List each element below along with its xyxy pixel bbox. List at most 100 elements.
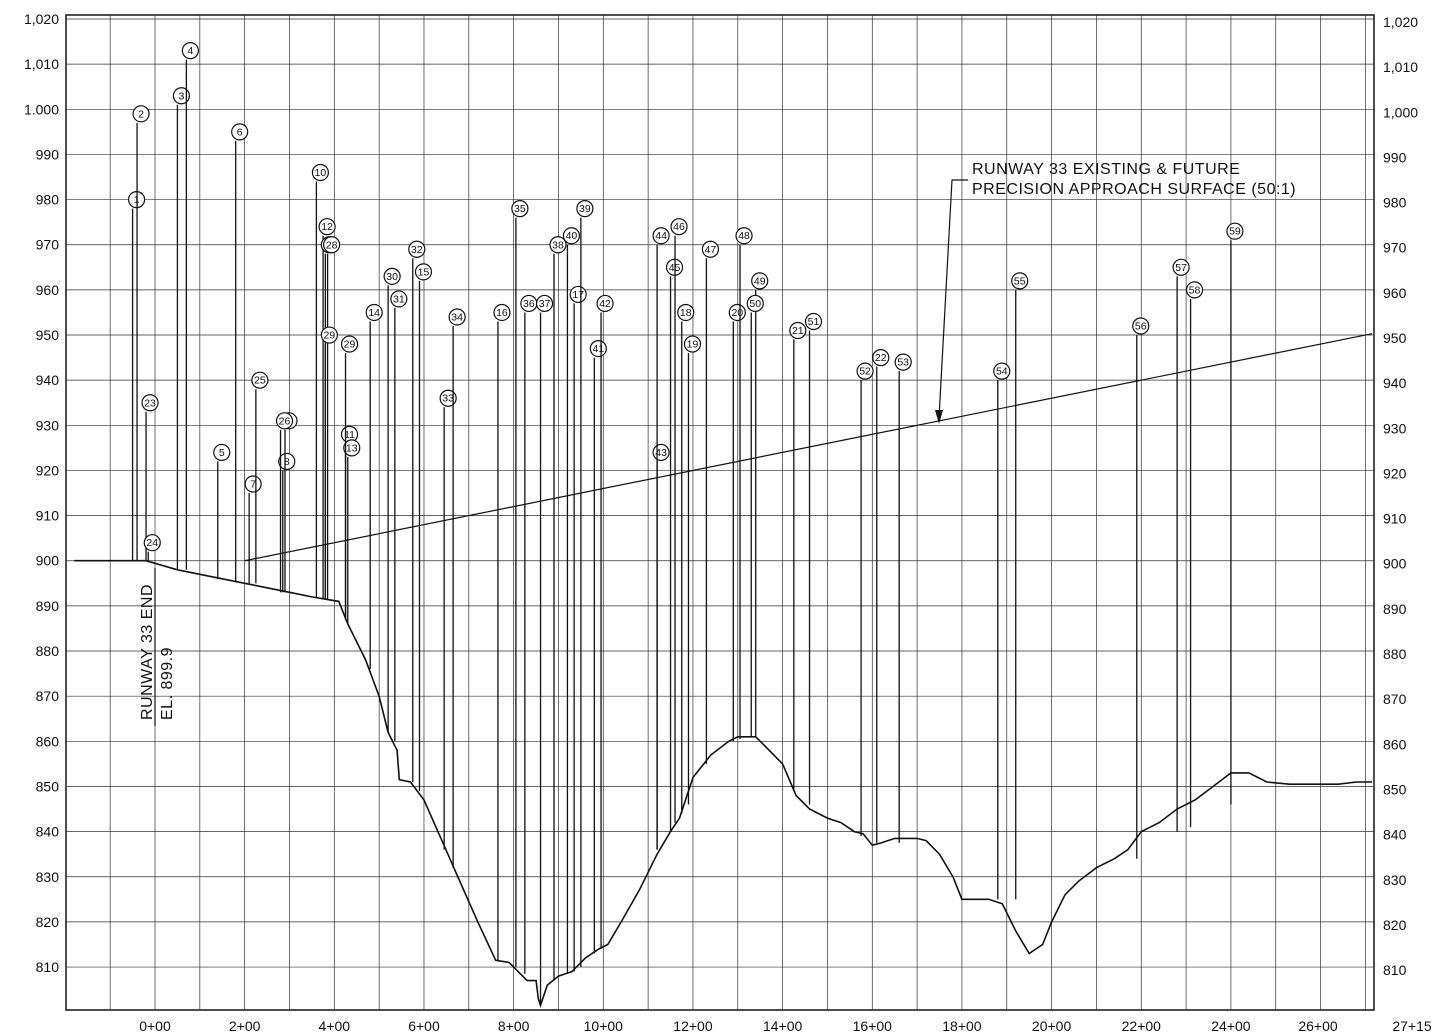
obstruction-label-51: 51 <box>808 316 820 328</box>
surface-leader-arrow <box>935 410 943 424</box>
y-tick-right: 1,010 <box>1383 59 1418 75</box>
obstruction-label-32: 32 <box>411 244 423 256</box>
runway-end-label: RUNWAY 33 END EL. 899.9 <box>139 584 176 720</box>
ground-line <box>74 559 1373 1008</box>
obstruction-label-52: 52 <box>859 366 871 378</box>
obstruction-label-25: 25 <box>254 375 266 387</box>
y-tick-left: 1,020 <box>24 11 59 27</box>
obstruction-label-31: 31 <box>393 293 405 305</box>
y-tick-right: 900 <box>1383 556 1407 572</box>
obstruction-label-43: 43 <box>655 447 667 459</box>
obstruction-label-22: 22 <box>875 352 887 364</box>
obstruction-marker-47 <box>701 240 720 258</box>
x-tick-label: 18+00 <box>942 1018 982 1034</box>
y-tick-right: 1,020 <box>1383 14 1418 30</box>
obstruction-marker-40 <box>562 227 581 245</box>
x-tick-label: 0+00 <box>139 1018 171 1034</box>
y-tick-left: 840 <box>36 824 60 840</box>
obstruction-marker-59 <box>1226 222 1244 240</box>
y-tick-right: 930 <box>1383 420 1407 436</box>
y-tick-right: 980 <box>1383 195 1407 211</box>
surface-label-line-1: RUNWAY 33 EXISTING & FUTURE <box>972 161 1240 178</box>
y-tick-left: 910 <box>36 508 60 524</box>
obstruction-label-24: 24 <box>146 537 158 549</box>
obstruction-marker-31 <box>390 290 408 308</box>
y-tick-left: 820 <box>36 914 60 930</box>
obstruction-marker-21 <box>789 321 807 340</box>
obstruction-marker-56 <box>1132 317 1150 335</box>
y-tick-left: 880 <box>36 643 60 659</box>
y-tick-right: 850 <box>1383 781 1407 797</box>
y-tick-left: 930 <box>36 417 60 433</box>
obstruction-marker-52 <box>856 362 874 380</box>
obstruction-label-54: 54 <box>996 366 1008 378</box>
approach-surface <box>244 333 1373 562</box>
obstruction-marker-48 <box>735 227 753 245</box>
x-tick-label: 24+00 <box>1211 1018 1251 1034</box>
obstruction-marker-33 <box>439 389 457 407</box>
axis-ticks: 1,020 1,020 1,010 1,010 1.000 1,000 990 990 980 9… <box>24 11 1432 1034</box>
obstruction-label-6: 6 <box>237 126 243 138</box>
obstruction-marker-18 <box>677 303 695 322</box>
y-tick-right: 1,000 <box>1383 104 1418 120</box>
obstruction-label-17: 17 <box>572 289 584 301</box>
obstruction-marker-24 <box>143 534 161 552</box>
obstruction-label-56: 56 <box>1135 321 1147 333</box>
y-tick-right: 950 <box>1383 330 1407 346</box>
obstruction-marker-46 <box>670 218 688 236</box>
surface-label-line-2: PRECISION APPROACH SURFACE (50:1) <box>972 181 1296 198</box>
y-tick-left: 900 <box>36 553 60 569</box>
y-tick-right: 810 <box>1383 962 1407 978</box>
approach-surface-line <box>244 333 1373 562</box>
x-tick-label: 22+00 <box>1122 1018 1162 1034</box>
obstruction-label-29: 29 <box>324 330 336 342</box>
obstruction-label-46: 46 <box>673 221 685 233</box>
obstruction-label-21: 21 <box>792 325 804 337</box>
obstruction-label-8: 8 <box>284 456 290 468</box>
obstruction-label-58: 58 <box>1189 284 1201 296</box>
y-tick-right: 970 <box>1383 240 1407 256</box>
ground-profile <box>74 559 1373 1008</box>
obstruction-marker-29b <box>340 335 359 353</box>
obstruction-label-57: 57 <box>1175 262 1187 274</box>
y-tick-left: 980 <box>36 192 60 208</box>
obstruction-marker-30 <box>383 267 401 285</box>
obstruction-label-33: 33 <box>442 393 454 405</box>
y-tick-left: 1.000 <box>24 101 59 117</box>
x-tick-label: 8+00 <box>498 1018 530 1034</box>
y-tick-left: 950 <box>36 327 60 343</box>
y-tick-right: 910 <box>1383 511 1407 527</box>
obstruction-marker-51 <box>804 312 823 331</box>
obstruction-marker-6 <box>231 123 249 141</box>
x-tick-label: 4+00 <box>319 1018 351 1034</box>
y-tick-right: 840 <box>1383 827 1407 843</box>
obstruction-label-13: 13 <box>346 442 358 454</box>
obstruction-marker-3 <box>172 87 191 105</box>
obstruction-marker-42 <box>596 294 614 313</box>
obstruction-label-55: 55 <box>1014 275 1026 287</box>
y-tick-left: 810 <box>36 959 60 975</box>
obstruction-marker-35 <box>511 200 529 218</box>
obstruction-marker-15 <box>414 263 433 281</box>
x-tick-label: 14+00 <box>763 1018 803 1034</box>
y-tick-left: 850 <box>36 778 60 794</box>
obstruction-marker-29 <box>320 326 338 344</box>
y-tick-left: 1,010 <box>24 56 59 72</box>
obstruction-label-18: 18 <box>680 307 692 319</box>
obstruction-label-47: 47 <box>705 244 717 256</box>
obstruction-marker-54 <box>993 362 1011 380</box>
obstruction-label-7: 7 <box>250 479 256 491</box>
y-tick-left: 970 <box>36 237 60 253</box>
obstruction-marker-57 <box>1172 258 1190 276</box>
obstruction-label-2: 2 <box>138 108 144 120</box>
obstruction-marker-22 <box>872 349 890 367</box>
obstruction-marker-19 <box>683 335 702 353</box>
obstruction-marker-49 <box>751 272 769 290</box>
obstruction-label-35: 35 <box>514 203 526 215</box>
obstruction-marker-16 <box>493 303 511 322</box>
y-tick-right: 920 <box>1383 465 1407 481</box>
obstruction-marker-8 <box>278 452 296 471</box>
obstruction-label-37: 37 <box>539 298 551 310</box>
obstruction-label-14: 14 <box>368 307 380 319</box>
